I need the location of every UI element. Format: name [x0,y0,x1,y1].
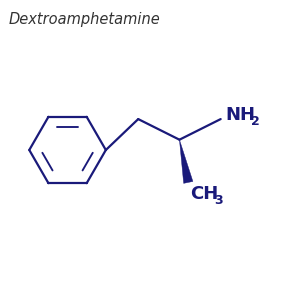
Text: CH: CH [190,185,218,203]
Text: NH: NH [225,106,255,124]
Text: Dextroamphetamine: Dextroamphetamine [9,12,160,27]
Text: 3: 3 [214,194,223,207]
Polygon shape [179,140,193,183]
Text: 2: 2 [251,115,260,128]
